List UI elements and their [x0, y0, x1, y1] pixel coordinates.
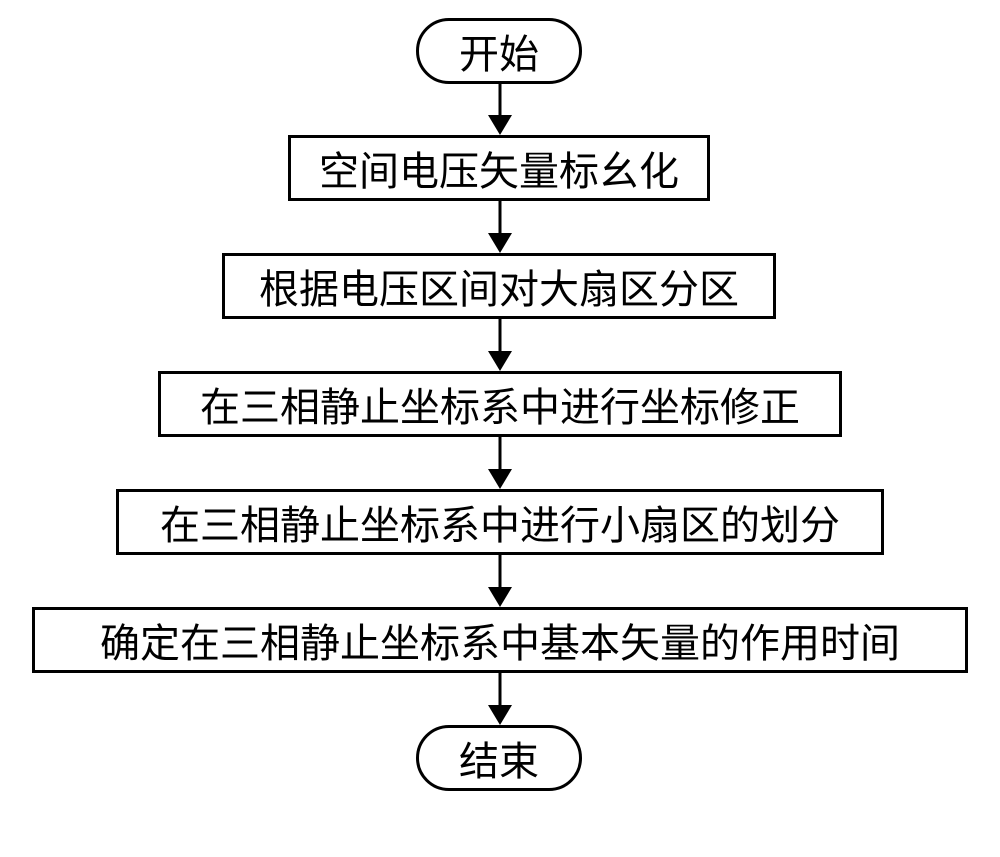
node-start-label: 开始	[459, 22, 539, 80]
node-step4-label: 在三相静止坐标系中进行小扇区的划分	[160, 493, 840, 551]
node-end-label: 结束	[459, 729, 539, 787]
flowchart-canvas: 开始 空间电压矢量标幺化 根据电压区间对大扇区分区 在三相静止坐标系中进行坐标修…	[0, 0, 1000, 857]
node-step3-label: 在三相静止坐标系中进行坐标修正	[200, 375, 800, 433]
node-step1: 空间电压矢量标幺化	[288, 135, 710, 201]
node-step5: 确定在三相静止坐标系中基本矢量的作用时间	[32, 607, 968, 673]
node-step1-label: 空间电压矢量标幺化	[319, 139, 679, 197]
node-step5-label: 确定在三相静止坐标系中基本矢量的作用时间	[100, 611, 900, 669]
node-start: 开始	[416, 18, 582, 84]
node-step4: 在三相静止坐标系中进行小扇区的划分	[116, 489, 884, 555]
node-step2-label: 根据电压区间对大扇区分区	[259, 257, 739, 315]
node-end: 结束	[416, 725, 582, 791]
node-step3: 在三相静止坐标系中进行坐标修正	[158, 371, 842, 437]
node-step2: 根据电压区间对大扇区分区	[222, 253, 776, 319]
